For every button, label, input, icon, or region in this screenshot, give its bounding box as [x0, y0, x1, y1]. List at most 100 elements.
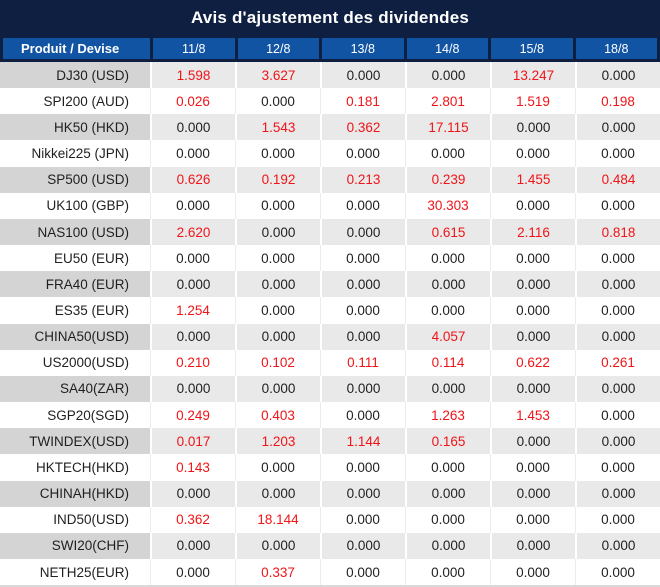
column-header-date-5: 15/8: [491, 38, 573, 59]
value-cell: 4.057: [405, 323, 490, 350]
table-row: SGP20(SGD) 0.249 0.403 0.000 1.263 1.453 0.000: [0, 402, 660, 429]
page-title: Avis d'ajustement des dividendes: [0, 0, 660, 36]
value-cell: 0.000: [405, 506, 490, 533]
value-cell: 0.000: [235, 140, 320, 167]
value-cell: 0.000: [320, 375, 405, 403]
value-cell: 0.000: [320, 245, 405, 272]
value-cell: 0.102: [235, 349, 320, 376]
value-cell: 0.000: [405, 245, 490, 272]
value-cell: 0.165: [405, 428, 490, 455]
value-cell: 1.254: [150, 297, 235, 324]
value-cell: 30.303: [405, 192, 490, 219]
product-cell: US2000(USD): [0, 349, 150, 376]
value-cell: 0.000: [235, 192, 320, 219]
product-cell: SPI200 (AUD): [0, 88, 150, 115]
value-cell: 0.000: [150, 532, 235, 559]
value-cell: 1.453: [490, 402, 575, 429]
value-cell: 0.000: [575, 506, 660, 533]
table-row: IND50(USD) 0.362 18.144 0.000 0.000 0.000 0.00…: [0, 506, 660, 533]
value-cell: 13.247: [490, 62, 575, 89]
value-cell: 0.000: [235, 218, 320, 246]
value-cell: 1.203: [235, 428, 320, 455]
value-cell: 0.000: [575, 192, 660, 219]
value-cell: 0.000: [320, 480, 405, 507]
value-cell: 0.000: [490, 480, 575, 507]
table-row: EU50 (EUR) 0.000 0.000 0.000 0.000 0.000 0.000: [0, 245, 660, 272]
value-cell: 0.143: [150, 454, 235, 481]
table-row: NETH25(EUR) 0.000 0.337 0.000 0.000 0.000 0.00…: [0, 558, 660, 586]
value-cell: 2.620: [150, 218, 235, 246]
value-cell: 0.000: [235, 480, 320, 507]
value-cell: 2.116: [490, 218, 575, 246]
value-cell: 0.000: [235, 323, 320, 350]
value-cell: 0.000: [235, 297, 320, 324]
value-cell: 0.000: [490, 532, 575, 559]
product-cell: FRA40 (EUR): [0, 271, 150, 298]
value-cell: 0.000: [405, 62, 490, 89]
product-cell: HK50 (HKD): [0, 114, 150, 141]
value-cell: 0.000: [490, 271, 575, 298]
table-row: UK100 (GBP) 0.000 0.000 0.000 30.303 0.000 0.0…: [0, 192, 660, 219]
value-cell: 0.000: [150, 271, 235, 298]
value-cell: 0.000: [320, 532, 405, 559]
value-cell: 0.000: [575, 323, 660, 350]
product-cell: IND50(USD): [0, 506, 150, 533]
column-header-date-6: 18/8: [575, 38, 657, 59]
product-cell: SP500 (USD): [0, 166, 150, 193]
value-cell: 1.263: [405, 402, 490, 429]
value-cell: 0.000: [575, 271, 660, 298]
column-header-product: Produit / Devise: [3, 38, 150, 59]
value-cell: 0.198: [575, 88, 660, 115]
product-cell: Nikkei225 (JPN): [0, 140, 150, 167]
value-cell: 0.026: [150, 88, 235, 115]
value-cell: 0.000: [320, 454, 405, 481]
value-cell: 0.000: [575, 454, 660, 481]
value-cell: 0.000: [235, 88, 320, 115]
value-cell: 0.000: [575, 402, 660, 429]
value-cell: 0.181: [320, 88, 405, 115]
table-row: ES35 (EUR) 1.254 0.000 0.000 0.000 0.000 0.000: [0, 297, 660, 324]
table-row: SWI20(CHF) 0.000 0.000 0.000 0.000 0.000 0.000: [0, 532, 660, 559]
value-cell: 0.000: [575, 558, 660, 586]
table-row: SPI200 (AUD) 0.026 0.000 0.181 2.801 1.519 0.1…: [0, 88, 660, 115]
value-cell: 0.000: [490, 506, 575, 533]
table-row: HKTECH(HKD) 0.143 0.000 0.000 0.000 0.000 0.00…: [0, 454, 660, 481]
value-cell: 0.000: [575, 297, 660, 324]
value-cell: 0.000: [490, 245, 575, 272]
value-cell: 0.362: [320, 114, 405, 141]
value-cell: 0.403: [235, 402, 320, 429]
value-cell: 0.000: [150, 192, 235, 219]
value-cell: 0.000: [490, 297, 575, 324]
value-cell: 0.249: [150, 402, 235, 429]
value-cell: 0.000: [405, 480, 490, 507]
value-cell: 0.261: [575, 349, 660, 376]
value-cell: 0.000: [235, 375, 320, 403]
value-cell: 0.000: [150, 245, 235, 272]
value-cell: 0.626: [150, 166, 235, 193]
value-cell: 0.000: [320, 140, 405, 167]
product-cell: SGP20(SGD): [0, 402, 150, 429]
product-cell: DJ30 (USD): [0, 62, 150, 89]
table-row: CHINAH(HKD) 0.000 0.000 0.000 0.000 0.000 0.00…: [0, 480, 660, 507]
table-body: DJ30 (USD) 1.598 3.627 0.000 0.000 13.247 0.00…: [0, 62, 660, 587]
product-cell: NAS100 (USD): [0, 218, 150, 246]
value-cell: 1.519: [490, 88, 575, 115]
value-cell: 0.000: [405, 532, 490, 559]
value-cell: 0.622: [490, 349, 575, 376]
value-cell: 0.000: [150, 323, 235, 350]
value-cell: 0.000: [150, 114, 235, 141]
value-cell: 0.000: [575, 245, 660, 272]
value-cell: 0.000: [320, 297, 405, 324]
product-cell: TWINDEX(USD): [0, 428, 150, 455]
value-cell: 0.017: [150, 428, 235, 455]
value-cell: 0.000: [235, 532, 320, 559]
column-header-date-4: 14/8: [406, 38, 488, 59]
value-cell: 0.000: [575, 114, 660, 141]
table-header-row: Produit / Devise 11/8 12/8 13/8 14/8 15/…: [0, 36, 660, 62]
value-cell: 0.000: [320, 506, 405, 533]
value-cell: 0.000: [150, 375, 235, 403]
column-header-date-3: 13/8: [322, 38, 404, 59]
value-cell: 0.000: [320, 192, 405, 219]
value-cell: 0.484: [575, 166, 660, 193]
value-cell: 0.000: [150, 480, 235, 507]
